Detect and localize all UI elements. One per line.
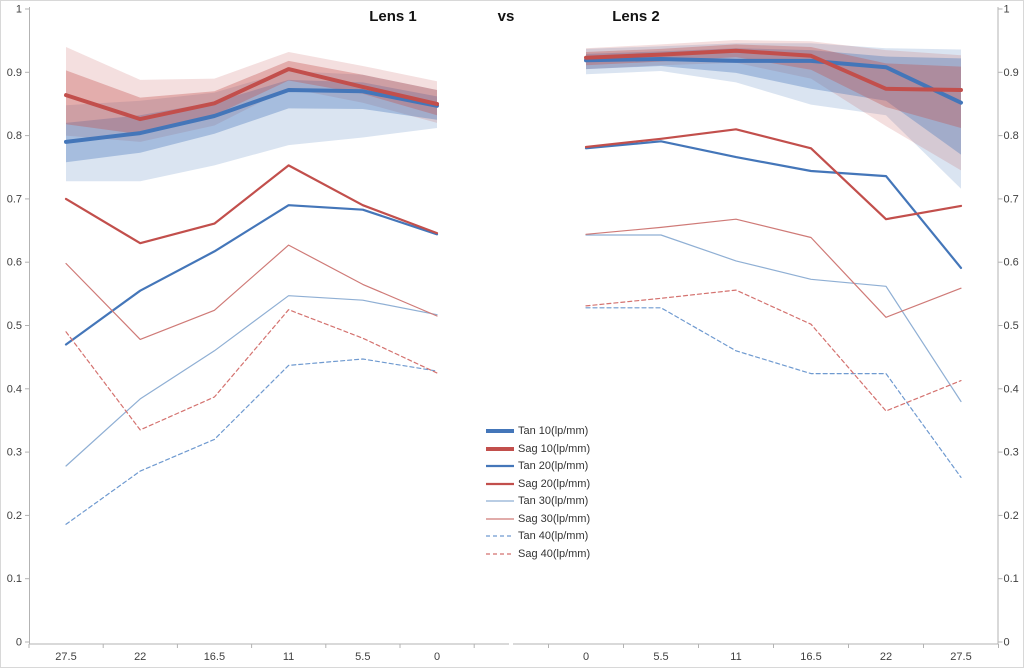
lens2-tan40-line [585, 307, 962, 478]
legend-item-sag40: Sag 40(lp/mm) [485, 546, 590, 562]
x-tick-label: 5.5 [355, 651, 370, 663]
legend-item-tan20: Tan 20(lp/mm) [485, 458, 588, 474]
y-tick-label: 0.9 [1004, 67, 1019, 79]
y-tick-label: 0.4 [7, 383, 22, 395]
lens1-tan30-line [65, 295, 438, 467]
y-tick-label: 0.7 [1004, 193, 1019, 205]
y-tick-label: 0.1 [1004, 573, 1019, 585]
legend-label: Sag 40(lp/mm) [518, 547, 591, 560]
chart-title-lens2: Lens 2 [612, 8, 660, 25]
legend-label: Tan 40(lp/mm) [518, 530, 589, 542]
legend-line-sample-tan40 [486, 535, 514, 537]
x-tick-label: 27.5 [950, 651, 971, 663]
legend-line-sample-sag10 [486, 446, 514, 451]
panel-lens1: 1 0.9 0.8 0.7 0.6 0.5 0.4 0.3 0.2 0.1 0 27.5 22 16.5 1… [7, 4, 509, 663]
lens2-sag10-outer-band [586, 40, 961, 171]
lens1-sag20-line [64, 164, 439, 245]
y-tick-label: 0.8 [7, 130, 22, 142]
legend-line-sample-tan20 [486, 464, 514, 468]
y-tick-label: 1 [16, 4, 22, 16]
x-tick-label: 16.5 [800, 651, 821, 663]
lens1-sag10-outer-band [66, 47, 437, 142]
y-tick-label: 0.1 [7, 573, 22, 585]
y-tick-label: 0.7 [7, 193, 22, 205]
y-tick-label: 1 [1004, 4, 1010, 16]
x-tick-label: 11 [730, 651, 741, 663]
legend-item-sag30: Sag 30(lp/mm) [485, 511, 590, 527]
x-tick-label: 5.5 [653, 651, 668, 663]
x-tick-label: 27.5 [55, 651, 76, 663]
y-tick-label: 0.2 [7, 510, 22, 522]
y-tick-label: 0.3 [7, 447, 22, 459]
lens2-sag20-line [584, 128, 963, 221]
lens1-sag40-line [65, 309, 438, 431]
y-tick-label: 0.5 [1004, 320, 1019, 332]
y-tick-label: 0.5 [7, 320, 22, 332]
lens2-tan10-line [584, 57, 963, 105]
axes: 1 0.9 0.8 0.7 0.6 0.5 0.4 0.3 0.2 0.1 0 [513, 4, 1019, 649]
legend-item-tan40: Tan 40(lp/mm) [485, 528, 588, 544]
y-tick-label: 0.8 [1004, 130, 1019, 142]
chart-title-vs: vs [497, 8, 515, 25]
legend-label: Tan 10(lp/mm) [518, 425, 589, 437]
y-tick-label: 0.6 [1004, 257, 1019, 269]
legend-item-sag10: Sag 10(lp/mm) [485, 441, 590, 457]
legend-line-sample-tan30 [486, 500, 514, 502]
y-tick-label: 0.4 [1004, 383, 1019, 395]
y-tick-label: 0 [1004, 637, 1010, 649]
lens1-tan40-line [65, 358, 438, 525]
lens2-sag10-line [584, 48, 963, 92]
legend-item-tan10: Tan 10(lp/mm) [485, 423, 588, 439]
legend-line-sample-tan10 [486, 429, 514, 433]
axes: 1 0.9 0.8 0.7 0.6 0.5 0.4 0.3 0.2 0.1 0 [7, 4, 509, 649]
lens2-sag40-line [585, 289, 962, 412]
lens1-tan20-line [64, 204, 439, 346]
lens1-sag30-line [65, 244, 438, 340]
legend-item-sag20: Sag 20(lp/mm) [485, 476, 590, 492]
lens2-sag30-line [585, 218, 962, 318]
legend-label: Tan 30(lp/mm) [518, 495, 589, 507]
y-tick-label: 0 [16, 637, 22, 649]
legend-line-sample-sag20 [486, 482, 514, 485]
lens2-tan10-inner-band [586, 48, 961, 155]
x-tick-label: 22 [880, 651, 892, 663]
panel-lens2: 1 0.9 0.8 0.7 0.6 0.5 0.4 0.3 0.2 0.1 0 0 5.5 11 16.5 2… [513, 4, 1019, 663]
y-tick-label: 0.6 [7, 257, 22, 269]
lens2-tan30-line [585, 234, 962, 403]
y-tick-label: 0.3 [1004, 447, 1019, 459]
legend-label: Sag 10(lp/mm) [518, 442, 591, 455]
legend-line-sample-sag30 [486, 517, 514, 520]
chart-title-lens1: Lens 1 [369, 8, 417, 25]
legend-item-tan30: Tan 30(lp/mm) [485, 493, 588, 509]
legend-label: Sag 20(lp/mm) [518, 477, 591, 490]
x-tick-label: 11 [283, 651, 294, 663]
lens1-tan10-outer-band [66, 71, 437, 182]
lens1-tan10-inner-band [66, 79, 437, 163]
x-tick-label: 22 [134, 651, 146, 663]
legend-label: Tan 20(lp/mm) [518, 460, 589, 472]
legend-line-sample-sag40 [486, 552, 514, 555]
y-tick-label: 0.9 [7, 67, 22, 79]
lens2-tan20-line [584, 140, 963, 269]
x-tick-label: 16.5 [204, 651, 225, 663]
x-tick-label: 0 [583, 651, 589, 663]
legend-label: Sag 30(lp/mm) [518, 512, 591, 525]
lens1-sag10-line [64, 67, 439, 122]
lens1-tan10-line [64, 88, 439, 144]
y-tick-label: 0.2 [1004, 510, 1019, 522]
x-tick-label: 0 [434, 651, 440, 663]
